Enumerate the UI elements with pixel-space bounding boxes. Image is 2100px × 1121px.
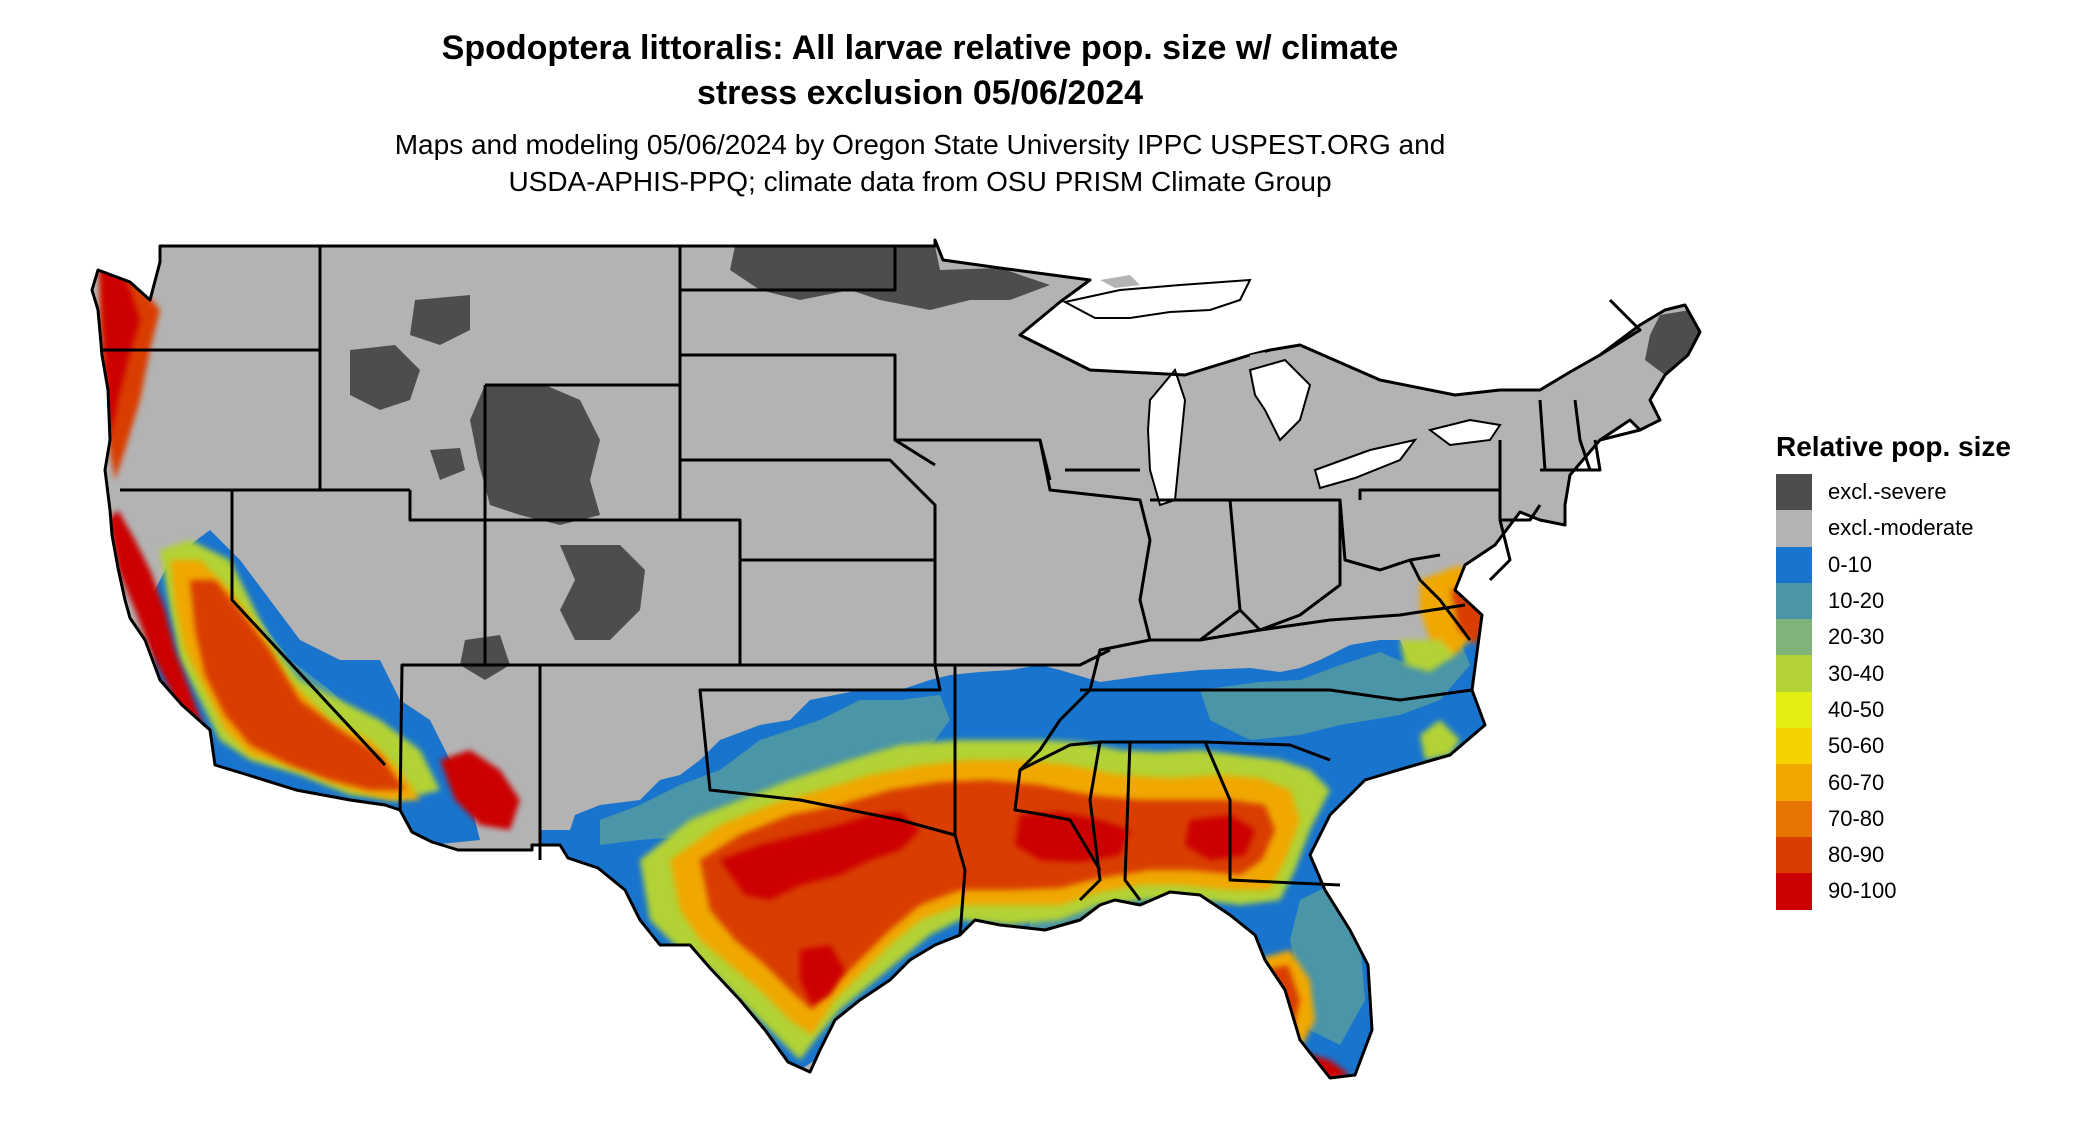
- heat-zones: [92, 240, 1700, 1078]
- title-line-1: Spodoptera littoralis: All larvae relati…: [441, 29, 1399, 67]
- legend-swatch: [1776, 474, 1812, 511]
- legend-item: 10-20: [1776, 582, 2076, 620]
- island-bits: [1100, 275, 1265, 362]
- legend-item: 40-50: [1776, 691, 2076, 729]
- legend-item: 0-10: [1776, 546, 2076, 583]
- subtitle-line-1: Maps and modeling 05/06/2024 by Oregon S…: [394, 129, 1446, 160]
- map-title: Spodoptera littoralis: All larvae relati…: [300, 26, 1540, 116]
- legend-item: excl.-moderate: [1776, 510, 2076, 547]
- legend: Relative pop. size excl.-severe excl.-mod…: [1776, 430, 2076, 910]
- legend-swatch: [1776, 510, 1812, 547]
- legend-swatch: [1776, 873, 1812, 910]
- legend-item: 80-90: [1776, 836, 2076, 874]
- legend-swatch: [1776, 836, 1812, 874]
- title-line-2: stress exclusion 05/06/2024: [696, 74, 1144, 112]
- legend-title: Relative pop. size: [1776, 431, 2011, 462]
- legend-label: 90-100: [1828, 878, 1897, 904]
- legend-item: 60-70: [1776, 764, 2076, 801]
- legend-label: 10-20: [1828, 588, 1885, 614]
- legend-swatch: [1776, 764, 1812, 801]
- legend-label: 40-50: [1828, 696, 1885, 722]
- legend-label: excl.-moderate: [1828, 515, 1974, 541]
- subtitle-line-2: USDA-APHIS-PPQ; climate data from OSU PR…: [508, 166, 1332, 197]
- legend-swatch: [1776, 800, 1812, 837]
- legend-label: 20-30: [1828, 624, 1885, 650]
- legend-item: 20-30: [1776, 619, 2076, 656]
- legend-label: excl.-severe: [1828, 479, 1947, 505]
- legend-label: 60-70: [1828, 769, 1885, 795]
- legend-item: 30-40: [1776, 655, 2076, 692]
- legend-swatch: [1776, 728, 1812, 765]
- legend-label: 70-80: [1828, 805, 1885, 831]
- legend-swatch: [1776, 582, 1812, 620]
- legend-item: 70-80: [1776, 800, 2076, 837]
- legend-label: 0-10: [1828, 551, 1873, 577]
- legend-item: 90-100: [1776, 873, 2076, 910]
- legend-label: 50-60: [1828, 733, 1885, 759]
- legend-rows: excl.-severe excl.-moderate 0-10 10-20 20-30…: [1776, 474, 2076, 910]
- legend-swatch: [1776, 619, 1812, 656]
- legend-swatch: [1776, 691, 1812, 729]
- legend-label: 80-90: [1828, 842, 1885, 868]
- map-subtitle: Maps and modeling 05/06/2024 by Oregon S…: [300, 126, 1540, 200]
- legend-label: 30-40: [1828, 660, 1885, 686]
- legend-swatch: [1776, 546, 1812, 583]
- legend-item: excl.-severe: [1776, 474, 2076, 511]
- great-lakes: [1062, 278, 1502, 507]
- legend-item: 50-60: [1776, 728, 2076, 765]
- legend-swatch: [1776, 655, 1812, 692]
- state-borders: [90, 238, 1702, 1080]
